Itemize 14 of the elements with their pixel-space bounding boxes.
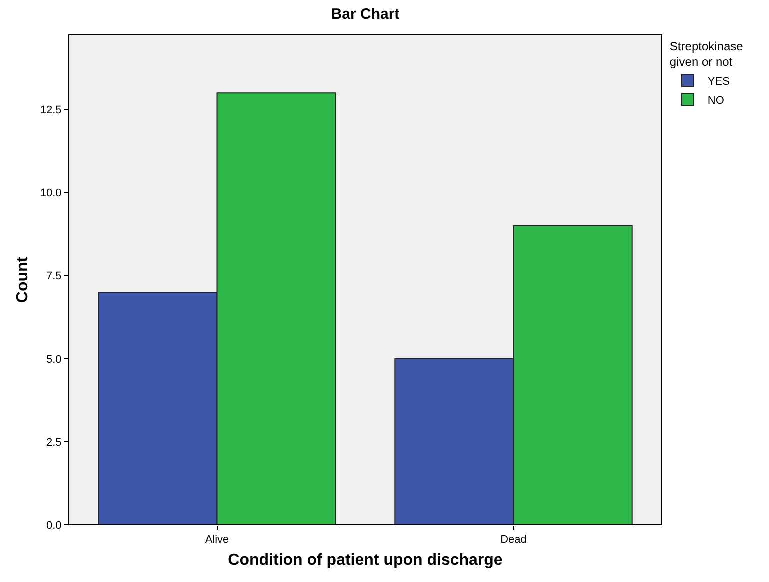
legend-label: NO xyxy=(708,94,725,107)
legend-label: YES xyxy=(708,76,730,88)
y-tick-label: 7.5 xyxy=(46,270,62,283)
x-tick-label: Dead xyxy=(500,534,527,546)
chart-title: Bar Chart xyxy=(331,6,400,24)
x-tick-label: Alive xyxy=(205,534,230,546)
y-tick-label: 5.0 xyxy=(46,354,62,366)
legend-title: Streptokinase given or not xyxy=(670,40,744,70)
x-axis-title: Condition of patient upon discharge xyxy=(228,552,503,569)
y-tick-label: 12.5 xyxy=(40,104,62,117)
y-axis-title: Count xyxy=(14,256,32,304)
y-tick-label: 2.5 xyxy=(46,436,62,449)
y-tick-label: 0.0 xyxy=(46,520,62,532)
y-tick-label: 10.0 xyxy=(40,188,62,200)
